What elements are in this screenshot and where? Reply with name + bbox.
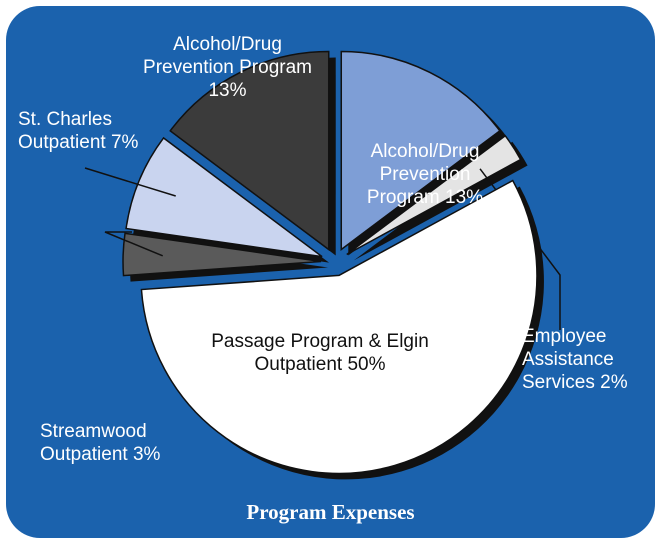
- slice: [125, 136, 323, 258]
- category-name: Employee Assistance Services: [522, 326, 614, 393]
- value-label: 3%: [132, 444, 161, 465]
- slice: [169, 50, 330, 251]
- value-label: 2%: [600, 372, 628, 393]
- slice-label: Employee Assistance Services 2%: [522, 325, 632, 394]
- category-name: Streamwood Outpatient: [40, 421, 147, 465]
- slice-label: Alcohol/Drug Prevention Program 13%: [345, 140, 505, 209]
- value-label: 50%: [347, 354, 386, 375]
- leader-line: [104, 231, 163, 257]
- value-label: 13%: [445, 187, 484, 208]
- slice: [346, 134, 522, 256]
- category-name: Passage Program & Elgin Outpatient: [211, 331, 429, 375]
- chart-title: Program Expenses: [246, 500, 415, 524]
- category-name: Alcohol/Drug Prevention Program: [143, 34, 312, 78]
- value-label: 7%: [110, 132, 139, 153]
- slice: [140, 179, 538, 475]
- slice-label: Passage Program & Elgin Outpatient 50%: [210, 330, 430, 376]
- value-label: 13%: [208, 80, 247, 101]
- category-name: Alcohol/Drug Prevention Program: [366, 141, 480, 208]
- category-name: St. Charles Outpatient: [18, 109, 112, 153]
- slice-label: Streamwood Outpatient 3%: [40, 420, 180, 466]
- leader-line: [84, 167, 176, 197]
- slice: [340, 50, 501, 251]
- slice-label: St. Charles Outpatient 7%: [18, 108, 158, 154]
- slice-label: Alcohol/Drug Prevention Program 13%: [140, 33, 315, 102]
- slice: [122, 232, 322, 277]
